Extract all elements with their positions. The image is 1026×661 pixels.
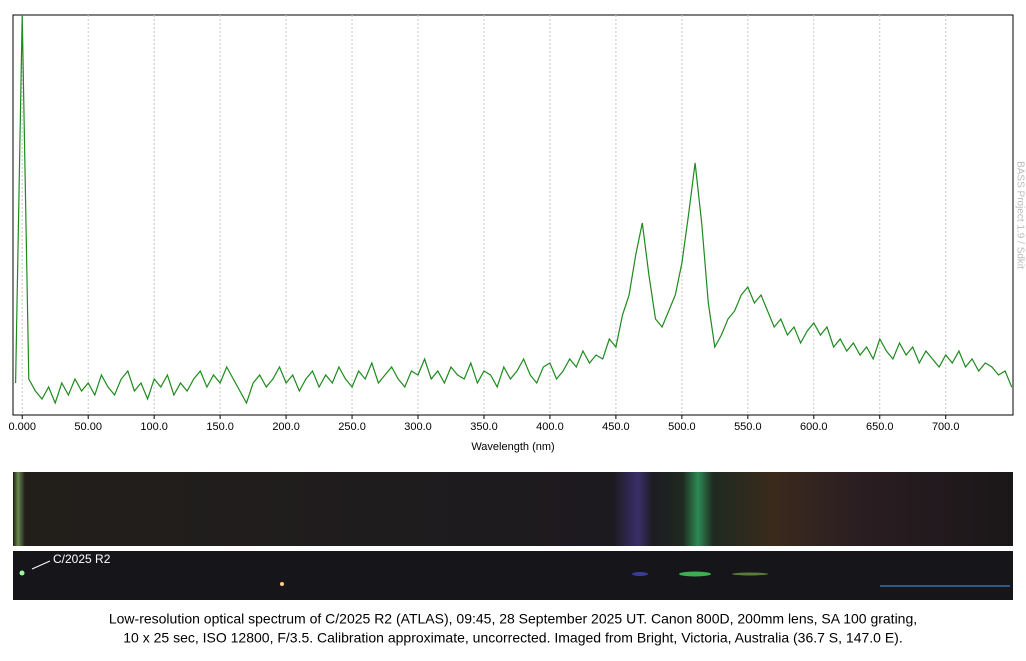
x-tick-label: 50.00 [74,421,102,433]
x-axis-label: Wavelength (nm) [471,441,554,453]
plot-frame [12,14,1014,416]
caption: Low-resolution optical spectrum of C/202… [109,611,917,627]
x-tick-label: 0.000 [8,421,36,433]
comet [19,570,25,576]
x-tick-label: 350.0 [470,421,498,433]
x-tick-label: 550.0 [734,421,762,433]
label-pointer [31,560,51,570]
spectrum-green [679,571,711,577]
star [280,582,284,586]
x-tick-label: 100.0 [140,421,168,433]
watermark: BASS Project 1.9 / Sdkit [1014,161,1025,269]
x-tick-label: 650.0 [866,421,894,433]
x-tick-label: 500.0 [668,421,696,433]
x-tick-label: 150.0 [206,421,234,433]
x-tick-label: 700.0 [932,421,960,433]
x-tick-label: 300.0 [404,421,432,433]
image-label: C/2025 R2 [53,552,111,566]
x-tick-label: 400.0 [536,421,564,433]
spectrum-strip [13,472,1013,546]
x-tick-label: 200.0 [272,421,300,433]
spectrum-blue [632,572,648,576]
x-tick-label: 450.0 [602,421,630,433]
x-tick-label: 250.0 [338,421,366,433]
spectrum-line [15,14,1013,405]
x-tick-label: 600.0 [800,421,828,433]
spectrum-red [732,572,768,576]
caption: 10 x 25 sec, ISO 12800, F/3.5. Calibrati… [123,630,902,646]
raw-image [13,551,1013,600]
